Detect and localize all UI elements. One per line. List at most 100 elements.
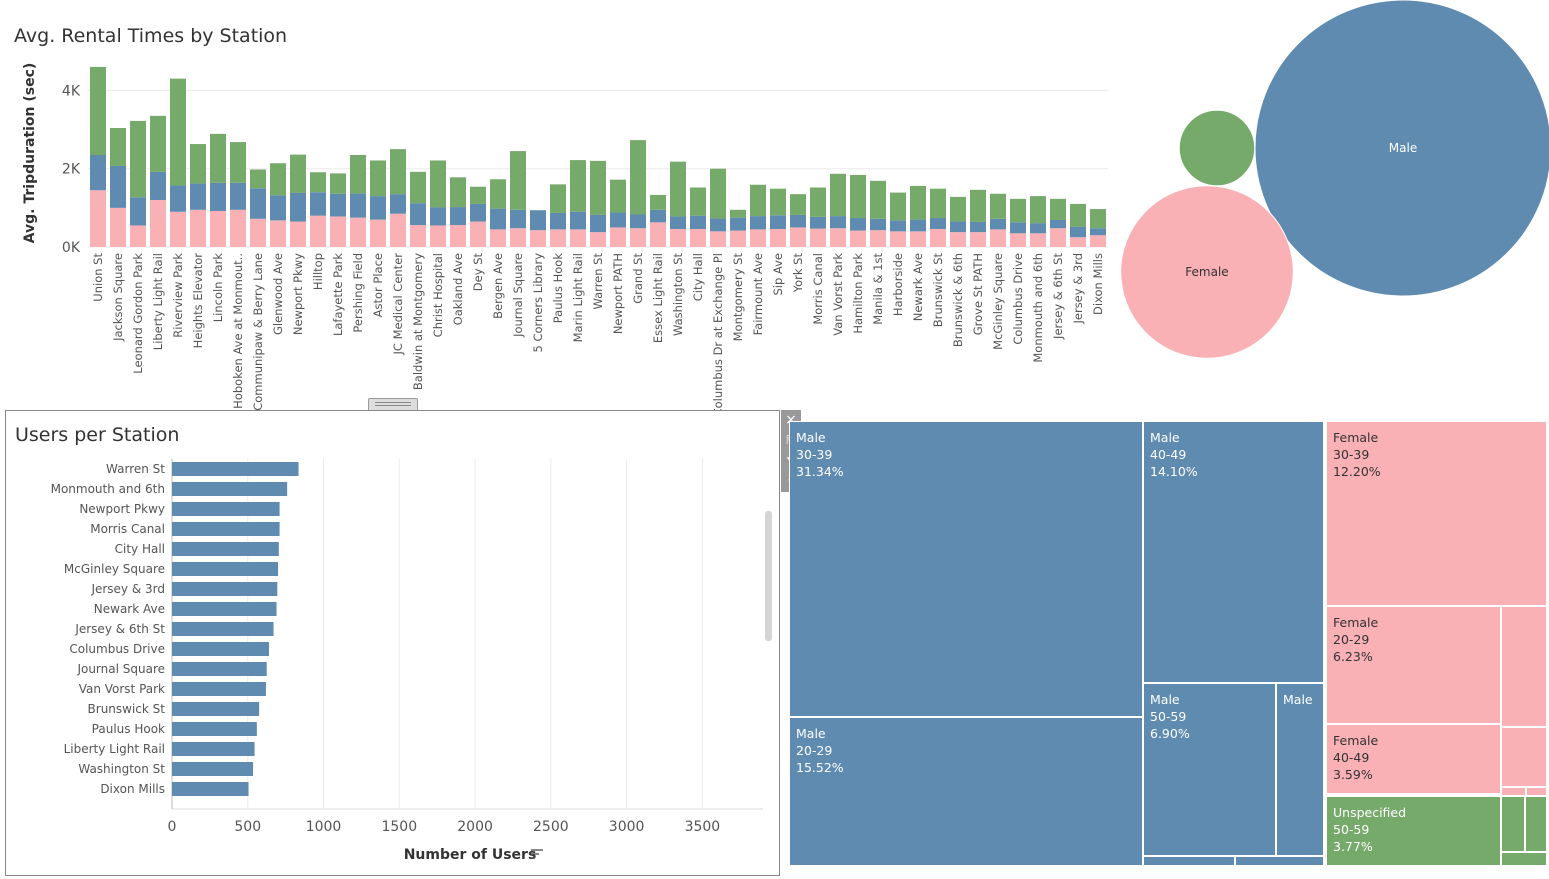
bar-segment[interactable]	[470, 221, 486, 247]
bar[interactable]	[172, 562, 279, 576]
bar-segment[interactable]	[1070, 226, 1086, 238]
bar-segment[interactable]	[850, 230, 866, 247]
treemap-cell[interactable]	[1526, 787, 1547, 796]
bar-segment[interactable]	[1090, 228, 1106, 236]
rental-times-chart[interactable]: 0K 2K 4K Avg. Tripduration (sec) Union St Jac…	[0, 55, 1115, 410]
bar-segment[interactable]	[1050, 219, 1066, 229]
treemap-cell[interactable]	[1143, 856, 1235, 866]
bar-segment[interactable]	[450, 207, 466, 226]
bar-segment[interactable]	[430, 207, 446, 226]
bar-segment[interactable]	[290, 221, 306, 247]
bar-segment[interactable]	[630, 140, 646, 215]
bar-segment[interactable]	[950, 196, 966, 222]
bar-segment[interactable]	[130, 120, 146, 198]
bar-segment[interactable]	[370, 219, 386, 247]
bar-segment[interactable]	[290, 154, 306, 193]
bar-segment[interactable]	[370, 196, 386, 220]
bar-segment[interactable]	[950, 221, 966, 233]
bar-segment[interactable]	[390, 194, 406, 214]
bar-segment[interactable]	[530, 210, 546, 231]
bar-segment[interactable]	[890, 220, 906, 232]
bar-segment[interactable]	[790, 227, 806, 247]
bar-segment[interactable]	[1090, 235, 1106, 247]
bar-segment[interactable]	[690, 187, 706, 216]
close-icon[interactable]: ×	[785, 412, 797, 428]
bar-segment[interactable]	[930, 228, 946, 247]
bar-segment[interactable]	[410, 225, 426, 247]
bar-segment[interactable]	[1030, 223, 1046, 234]
bar-segment[interactable]	[650, 222, 666, 247]
bar-segment[interactable]	[270, 220, 286, 247]
bar-segment[interactable]	[170, 211, 186, 247]
bar-segment[interactable]	[550, 212, 566, 230]
bar-segment[interactable]	[690, 228, 706, 247]
treemap-cell[interactable]: Unspecified 50-59 3.77%	[1326, 796, 1501, 866]
bar-segment[interactable]	[110, 127, 126, 166]
bar-segment[interactable]	[630, 228, 646, 247]
bar-segment[interactable]	[390, 149, 406, 195]
bar[interactable]	[172, 662, 267, 676]
bar-segment[interactable]	[770, 215, 786, 229]
bar-segment[interactable]	[410, 203, 426, 226]
bar-segment[interactable]	[790, 214, 806, 228]
bar-segment[interactable]	[550, 184, 566, 213]
bar-segment[interactable]	[710, 168, 726, 219]
treemap-cell[interactable]	[1501, 787, 1526, 796]
bar-segment[interactable]	[350, 217, 366, 247]
bar-segment[interactable]	[310, 192, 326, 216]
treemap-cell[interactable]	[1501, 606, 1547, 727]
bar-segment[interactable]	[730, 217, 746, 231]
bar-segment[interactable]	[870, 180, 886, 219]
bar-segment[interactable]	[910, 231, 926, 247]
bar-segment[interactable]	[410, 171, 426, 204]
bar-segment[interactable]	[1050, 198, 1066, 220]
bar-segment[interactable]	[1030, 233, 1046, 247]
users-per-station-chart[interactable]: 0 500 1000 1500 2000 2500 3000 3500 Warren St Mon…	[6, 411, 779, 875]
bar-segment[interactable]	[1070, 203, 1086, 227]
bar-segment[interactable]	[670, 228, 686, 247]
bar-segment[interactable]	[230, 142, 246, 183]
bar[interactable]	[172, 702, 260, 716]
gender-age-treemap[interactable]: Male 30-39 31.34% Male 20-29 15.52% Male 40-4…	[789, 421, 1547, 866]
bar-segment[interactable]	[110, 165, 126, 208]
bar-segment[interactable]	[1010, 222, 1026, 234]
bar-segment[interactable]	[930, 188, 946, 219]
bar-segment[interactable]	[810, 216, 826, 229]
bar-segment[interactable]	[730, 230, 746, 247]
bar-segment[interactable]	[130, 197, 146, 226]
bar-segment[interactable]	[610, 179, 626, 213]
bar[interactable]	[172, 622, 274, 636]
bar-segment[interactable]	[310, 172, 326, 193]
treemap-cell[interactable]: Male	[1276, 683, 1324, 856]
bar[interactable]	[172, 682, 266, 696]
bar-segment[interactable]	[670, 161, 686, 217]
bar-segment[interactable]	[550, 229, 566, 247]
bar-segment[interactable]	[530, 230, 546, 247]
bar-segment[interactable]	[510, 151, 526, 210]
bar-segment[interactable]	[330, 193, 346, 217]
bar-segment[interactable]	[570, 229, 586, 247]
bar-segment[interactable]	[710, 231, 726, 247]
bar-segment[interactable]	[750, 229, 766, 247]
bar-segment[interactable]	[390, 213, 406, 247]
gender-bubble-chart[interactable]: Male Female	[1110, 0, 1549, 400]
bar-segment[interactable]	[650, 209, 666, 223]
bar-segment[interactable]	[490, 229, 506, 247]
treemap-cell[interactable]: Female 40-49 3.59%	[1326, 724, 1501, 794]
bar-segment[interactable]	[510, 228, 526, 247]
bar-segment[interactable]	[950, 232, 966, 247]
bar-segment[interactable]	[510, 209, 526, 229]
bar-segment[interactable]	[190, 183, 206, 210]
bar-segment[interactable]	[810, 187, 826, 217]
bar-segment[interactable]	[710, 218, 726, 232]
bar-segment[interactable]	[1010, 233, 1026, 247]
bar-segment[interactable]	[570, 160, 586, 212]
users-per-station-panel[interactable]: Users per Station 0 500 1000 1500 2000 2500 30…	[5, 410, 780, 876]
bar-segment[interactable]	[350, 193, 366, 218]
treemap-cell[interactable]: Female 30-39 12.20%	[1326, 421, 1547, 606]
bar[interactable]	[172, 482, 288, 496]
bar-segment[interactable]	[590, 160, 606, 215]
bar-segment[interactable]	[150, 115, 166, 172]
bar-segment[interactable]	[210, 182, 226, 211]
bar[interactable]	[172, 742, 255, 756]
